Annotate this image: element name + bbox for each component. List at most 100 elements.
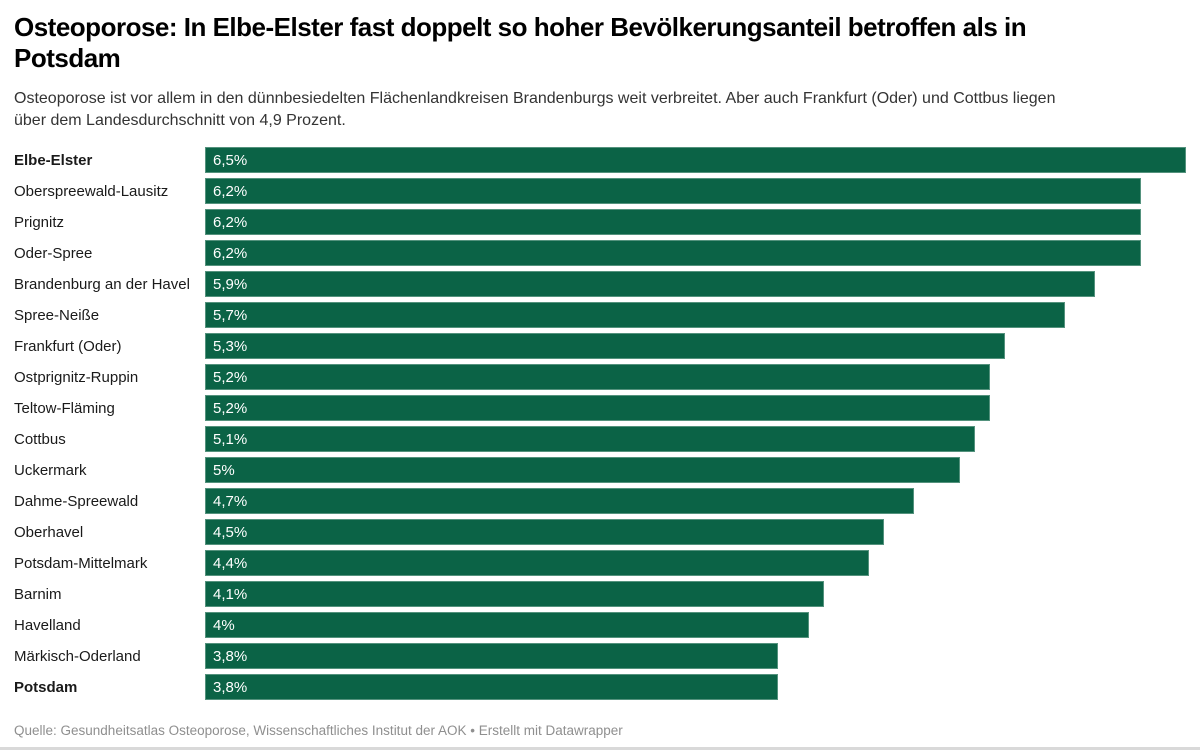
bar-track: 6,2%: [205, 178, 1186, 204]
bar-value-label: 4,1%: [213, 585, 248, 603]
bar: 6,2%: [205, 209, 1141, 235]
bar-track: 5,3%: [205, 333, 1186, 359]
bar: 5,1%: [205, 426, 975, 452]
bar-track: 6,5%: [205, 147, 1186, 173]
chart-row: Oberspreewald-Lausitz 6,2%: [14, 178, 1186, 204]
bar: 6,5%: [205, 147, 1186, 173]
bar-track: 5,9%: [205, 271, 1186, 297]
bar: 3,8%: [205, 674, 779, 700]
bar: 4,4%: [205, 550, 870, 576]
category-label: Brandenburg an der Havel: [14, 275, 190, 293]
bar-track: 3,8%: [205, 674, 1186, 700]
bar-value-label: 6,2%: [213, 213, 248, 231]
chart-row: Havelland 4%: [14, 612, 1186, 638]
chart-row: Oder-Spree 6,2%: [14, 240, 1186, 266]
bar: 5,3%: [205, 333, 1005, 359]
chart-subtitle-line-2: über dem Landesdurchschnitt von 4,9 Proz…: [14, 112, 346, 129]
chart-row: Barnim 4,1%: [14, 581, 1186, 607]
bar-value-label: 6,2%: [213, 244, 248, 262]
category-label: Oberhavel: [14, 523, 84, 541]
bar-value-label: 6,2%: [213, 182, 248, 200]
bar: 4%: [205, 612, 809, 638]
bar-track: 3,8%: [205, 643, 1186, 669]
bar-value-label: 3,8%: [213, 647, 248, 665]
bar-value-label: 5,3%: [213, 337, 248, 355]
bar-value-label: 5,1%: [213, 430, 248, 448]
category-label: Potsdam-Mittelmark: [14, 554, 148, 572]
category-label: Barnim: [14, 585, 62, 603]
chart-row: Potsdam 3,8%: [14, 674, 1186, 700]
category-label: Prignitz: [14, 213, 65, 231]
chart-row: Frankfurt (Oder) 5,3%: [14, 333, 1186, 359]
chart-row: Cottbus 5,1%: [14, 426, 1186, 452]
bar-chart: Elbe-Elster 6,5% Oberspreewald-Lausitz 6,2%…: [14, 147, 1186, 700]
category-label: Oder-Spree: [14, 244, 93, 262]
bar-track: 6,2%: [205, 240, 1186, 266]
category-label: Cottbus: [14, 430, 66, 448]
bar-track: 5,2%: [205, 395, 1186, 421]
chart-row: Ostprignitz-Ruppin 5,2%: [14, 364, 1186, 390]
chart-row: Elbe-Elster 6,5%: [14, 147, 1186, 173]
chart-row: Teltow-Fläming 5,2%: [14, 395, 1186, 421]
bar-track: 5%: [205, 457, 1186, 483]
bar-track: 4,1%: [205, 581, 1186, 607]
bar-track: 5,2%: [205, 364, 1186, 390]
bar-track: 4,5%: [205, 519, 1186, 545]
chart-row: Spree-Neiße 5,7%: [14, 302, 1186, 328]
bottom-divider: [0, 747, 1200, 750]
bar-value-label: 4,4%: [213, 554, 248, 572]
category-label: Teltow-Fläming: [14, 399, 115, 417]
chart-row: Oberhavel 4,5%: [14, 519, 1186, 545]
category-label: Uckermark: [14, 461, 87, 479]
chart-row: Potsdam-Mittelmark 4,4%: [14, 550, 1186, 576]
bar-track: 5,1%: [205, 426, 1186, 452]
category-label: Spree-Neiße: [14, 306, 100, 324]
category-label: Märkisch-Oderland: [14, 647, 141, 665]
category-label: Oberspreewald-Lausitz: [14, 182, 169, 200]
bar-value-label: 4,5%: [213, 523, 248, 541]
bar-value-label: 6,5%: [213, 151, 248, 169]
bar: 6,2%: [205, 178, 1141, 204]
category-label: Havelland: [14, 616, 81, 634]
bar-track: 4%: [205, 612, 1186, 638]
category-label: Dahme-Spreewald: [14, 492, 139, 510]
category-label: Frankfurt (Oder): [14, 337, 122, 355]
bar-track: 6,2%: [205, 209, 1186, 235]
category-label: Elbe-Elster: [14, 151, 93, 169]
chart-row: Brandenburg an der Havel 5,9%: [14, 271, 1186, 297]
chart-title: Osteoporose: In Elbe-Elster fast doppelt…: [14, 12, 1186, 74]
chart-row: Uckermark 5%: [14, 457, 1186, 483]
bar-value-label: 5,7%: [213, 306, 248, 324]
bar: 5,2%: [205, 395, 990, 421]
bar: 4,1%: [205, 581, 824, 607]
bar-value-label: 5,9%: [213, 275, 248, 293]
bar-value-label: 4,7%: [213, 492, 248, 510]
chart-row: Dahme-Spreewald 4,7%: [14, 488, 1186, 514]
bar: 4,5%: [205, 519, 885, 545]
bar: 5%: [205, 457, 960, 483]
bar-value-label: 5,2%: [213, 399, 248, 417]
chart-row: Prignitz 6,2%: [14, 209, 1186, 235]
bar-value-label: 4%: [213, 616, 235, 634]
bar: 6,2%: [205, 240, 1141, 266]
bar: 5,9%: [205, 271, 1096, 297]
bar: 5,2%: [205, 364, 990, 390]
chart-title-line-2: Potsdam: [14, 43, 121, 73]
chart-title-line-1: Osteoporose: In Elbe-Elster fast doppelt…: [14, 12, 1027, 42]
bar-track: 4,7%: [205, 488, 1186, 514]
source-note: Quelle: Gesundheitsatlas Osteoporose, Wi…: [14, 723, 623, 738]
chart-subtitle: Osteoporose ist vor allem in den dünnbes…: [14, 88, 1186, 132]
bar: 5,7%: [205, 302, 1066, 328]
chart-subtitle-line-1: Osteoporose ist vor allem in den dünnbes…: [14, 90, 1056, 107]
bar: 4,7%: [205, 488, 915, 514]
category-label: Potsdam: [14, 678, 78, 696]
category-label: Ostprignitz-Ruppin: [14, 368, 139, 386]
chart-row: Märkisch-Oderland 3,8%: [14, 643, 1186, 669]
bar-track: 4,4%: [205, 550, 1186, 576]
bar: 3,8%: [205, 643, 779, 669]
bar-track: 5,7%: [205, 302, 1186, 328]
bar-value-label: 5%: [213, 461, 235, 479]
bar-value-label: 3,8%: [213, 678, 248, 696]
bar-value-label: 5,2%: [213, 368, 248, 386]
